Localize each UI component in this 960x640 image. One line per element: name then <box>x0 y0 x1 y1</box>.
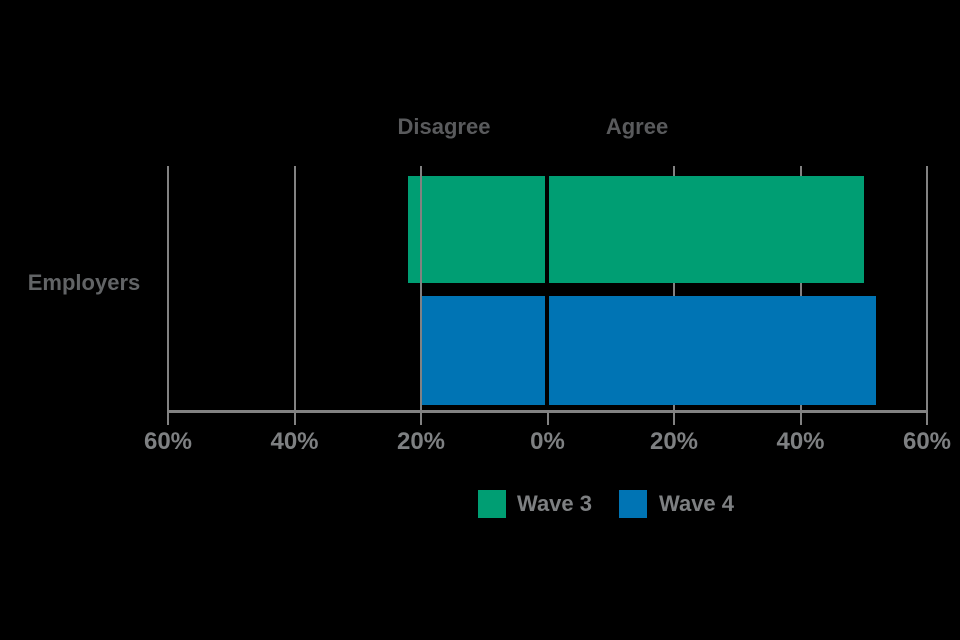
x-tick-label--40: 40% <box>270 428 319 455</box>
wave4-agree-bar <box>549 296 877 405</box>
disagree-header-label: Disagree <box>397 114 491 139</box>
gridline--40 <box>293 166 296 425</box>
wave3-agree-bar <box>549 176 864 283</box>
x-axis-line <box>167 410 928 413</box>
x-tick-label--60: 60% <box>143 428 193 455</box>
x-tick-label-0: 0% <box>530 428 565 455</box>
gridline-40 <box>799 166 802 425</box>
legend-label-wave4: Wave 4 <box>659 490 735 516</box>
gridline-60 <box>926 166 928 425</box>
gridline--60 <box>167 166 169 425</box>
gridline--20 <box>420 166 422 425</box>
wave3-disagree-bar <box>408 176 545 283</box>
x-tick-label-60: 60% <box>902 428 952 455</box>
legend-swatch-wave3-icon <box>478 489 506 518</box>
legend: Wave 3 Wave 4 <box>478 489 734 518</box>
agree-header-label: Agree <box>605 114 669 139</box>
legend-swatch-wave4-icon <box>619 489 648 518</box>
wave4-disagree-bar <box>421 296 545 405</box>
legend-label-wave3: Wave 3 <box>517 490 593 516</box>
gridline-20 <box>673 166 675 425</box>
x-tick-label-40: 40% <box>776 428 825 455</box>
x-tick-label--20: 20% <box>396 428 446 455</box>
x-tick-label-20: 20% <box>649 428 699 455</box>
category-label-employers: Employers <box>27 270 141 295</box>
